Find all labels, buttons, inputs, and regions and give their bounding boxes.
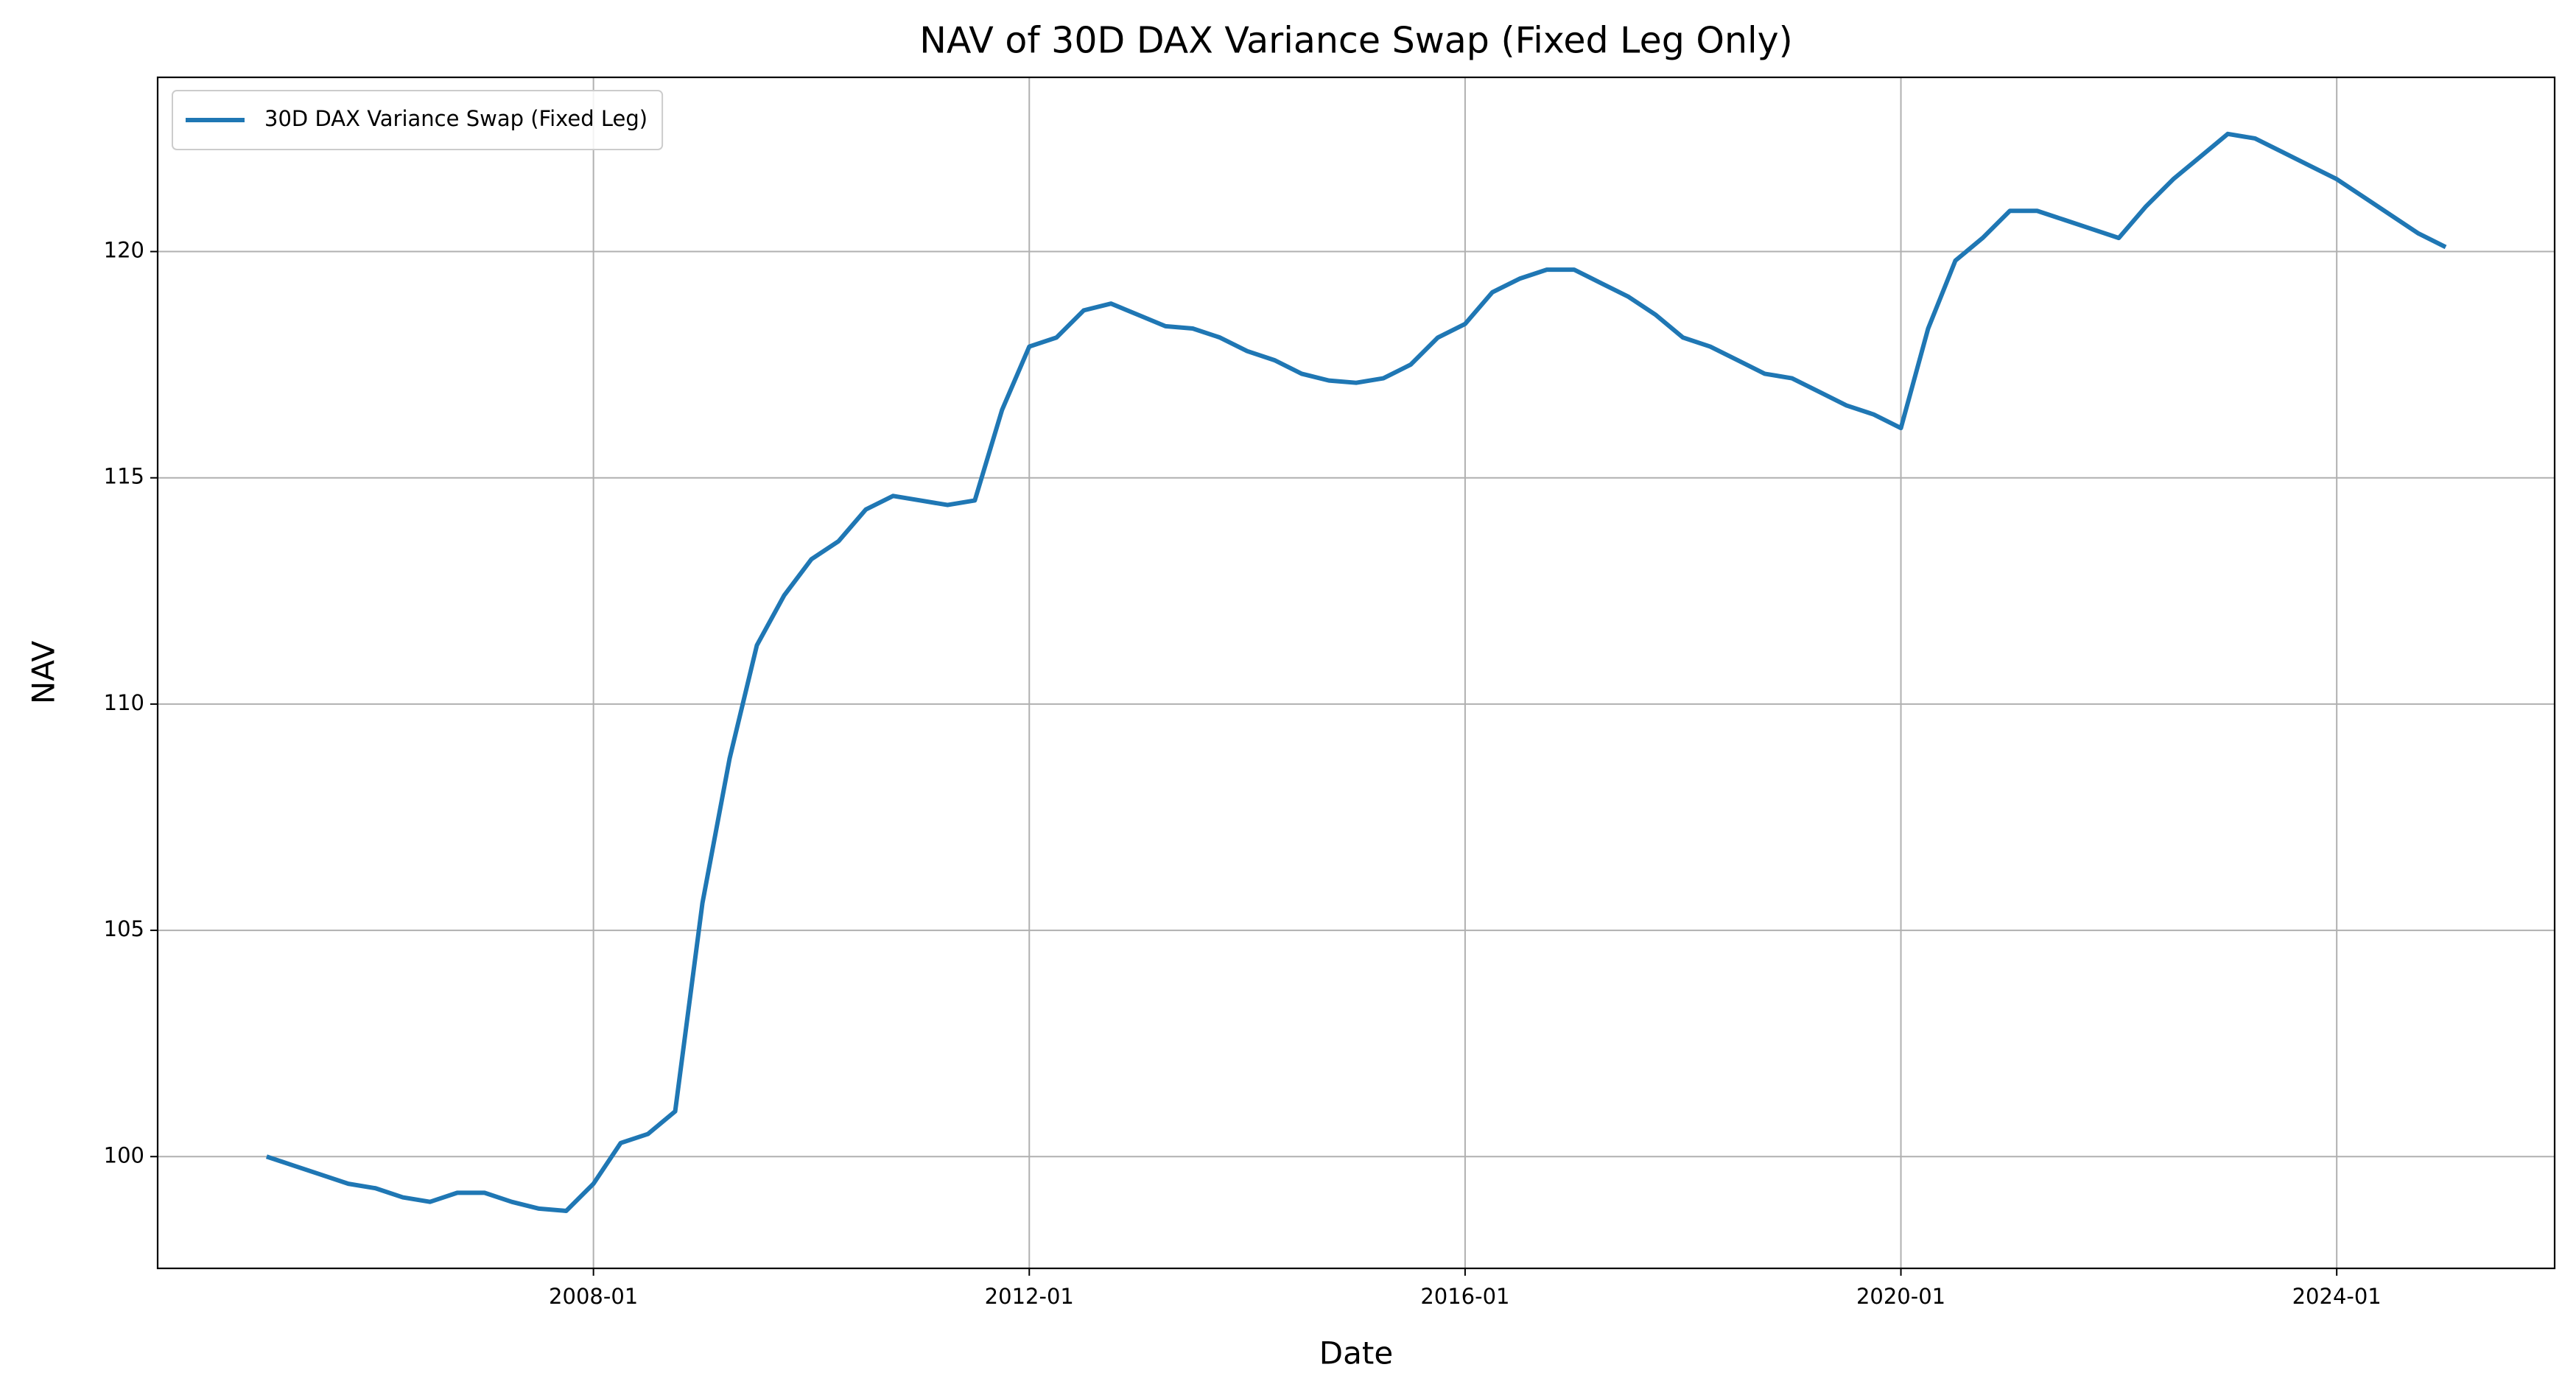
x-tick-label: 2024-01 [2292,1284,2382,1309]
y-tick-label: 105 [104,916,144,941]
y-tick-label: 100 [104,1142,144,1167]
plot-frame [156,76,2556,1270]
chart-title: NAV of 30D DAX Variance Swap (Fixed Leg … [919,20,1793,62]
y-tick-label: 115 [104,464,144,489]
legend-label: 30D DAX Variance Swap (Fixed Leg) [264,106,647,131]
x-tick-label: 2008-01 [549,1284,638,1309]
data-line [265,131,2447,1213]
x-axis-label: Date [1319,1335,1393,1371]
legend-box [172,90,664,150]
x-tick-label: 2020-01 [1856,1284,1945,1309]
x-tick-label: 2012-01 [985,1284,1074,1309]
y-tick-label: 120 [104,238,144,263]
y-axis-label: NAV [26,641,62,704]
x-tick-label: 2016-01 [1420,1284,1509,1309]
y-tick-label: 110 [104,690,144,715]
